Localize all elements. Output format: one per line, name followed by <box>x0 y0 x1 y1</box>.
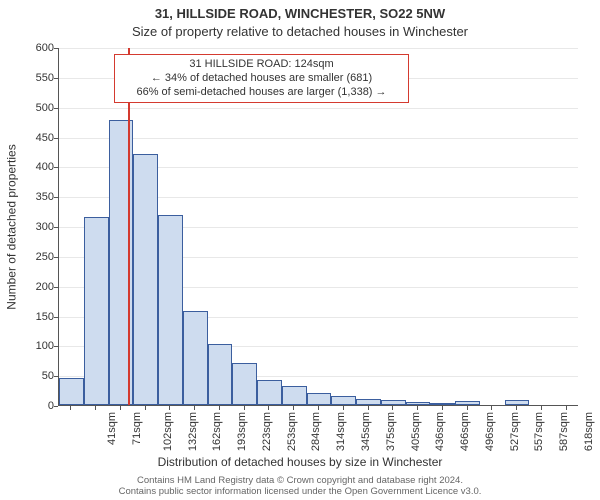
xtick-label: 587sqm <box>558 412 570 451</box>
xtick-mark <box>95 406 96 410</box>
histogram-bar <box>257 380 282 405</box>
ytick-label: 50 <box>14 370 54 382</box>
xtick-label: 162sqm <box>212 412 224 451</box>
histogram-bar <box>455 401 480 405</box>
ytick-label: 300 <box>14 221 54 233</box>
xtick-label: 223sqm <box>261 412 273 451</box>
annotation-line-3: 66% of semi-detached houses are larger (… <box>121 86 402 100</box>
xtick-label: 345sqm <box>360 412 372 451</box>
xtick-label: 132sqm <box>187 412 199 451</box>
xtick-label: 102sqm <box>162 412 174 451</box>
xtick-label: 436sqm <box>434 412 446 451</box>
xtick-mark <box>516 406 517 410</box>
xtick-label: 284sqm <box>311 412 323 451</box>
xtick-label: 466sqm <box>459 412 471 451</box>
xtick-label: 557sqm <box>533 412 545 451</box>
xtick-label: 375sqm <box>385 412 397 451</box>
xtick-mark <box>244 406 245 410</box>
histogram-bar <box>356 399 381 405</box>
histogram-bar <box>505 400 530 405</box>
histogram-bar <box>430 403 455 405</box>
xtick-mark <box>120 406 121 410</box>
ytick-label: 200 <box>14 281 54 293</box>
histogram-bar <box>331 396 356 405</box>
title-main: 31, HILLSIDE ROAD, WINCHESTER, SO22 5NW <box>0 6 600 21</box>
xtick-label: 253sqm <box>286 412 298 451</box>
ytick-mark <box>54 406 58 407</box>
xtick-mark <box>491 406 492 410</box>
xtick-label: 314sqm <box>335 412 347 451</box>
histogram-bar <box>208 344 233 405</box>
plot-area: 31 HILLSIDE ROAD: 124sqm ← 34% of detach… <box>58 48 578 406</box>
ytick-label: 500 <box>14 102 54 114</box>
xtick-mark <box>145 406 146 410</box>
histogram-bar <box>59 378 84 405</box>
histogram-bar <box>381 400 406 405</box>
xtick-mark <box>442 406 443 410</box>
ytick-label: 550 <box>14 72 54 84</box>
histogram-bar <box>406 402 431 405</box>
histogram-bar <box>307 393 332 405</box>
xtick-mark <box>293 406 294 410</box>
xtick-mark <box>169 406 170 410</box>
xtick-mark <box>318 406 319 410</box>
chart-container: 31, HILLSIDE ROAD, WINCHESTER, SO22 5NW … <box>0 0 600 500</box>
xtick-mark <box>219 406 220 410</box>
xtick-label: 41sqm <box>106 412 118 445</box>
xtick-mark <box>194 406 195 410</box>
ytick-label: 100 <box>14 340 54 352</box>
xtick-label: 496sqm <box>484 412 496 451</box>
xtick-mark <box>343 406 344 410</box>
histogram-bar <box>84 217 109 405</box>
title-sub: Size of property relative to detached ho… <box>0 24 600 39</box>
xtick-mark <box>368 406 369 410</box>
ytick-label: 150 <box>14 311 54 323</box>
xtick-mark <box>541 406 542 410</box>
xtick-label: 71sqm <box>131 412 143 445</box>
xtick-label: 618sqm <box>583 412 595 451</box>
xtick-label: 193sqm <box>236 412 248 451</box>
ytick-label: 400 <box>14 161 54 173</box>
ytick-label: 450 <box>14 132 54 144</box>
x-axis-label: Distribution of detached houses by size … <box>0 455 600 469</box>
ytick-label: 0 <box>14 400 54 412</box>
footer-line-2: Contains public sector information licen… <box>0 487 600 498</box>
xtick-label: 405sqm <box>410 412 422 451</box>
ytick-label: 350 <box>14 191 54 203</box>
ytick-label: 250 <box>14 251 54 263</box>
annotation-box: 31 HILLSIDE ROAD: 124sqm ← 34% of detach… <box>114 54 409 103</box>
xtick-mark <box>417 406 418 410</box>
xtick-mark <box>467 406 468 410</box>
xtick-mark <box>70 406 71 410</box>
histogram-bar <box>183 311 208 405</box>
annotation-line-2: ← 34% of detached houses are smaller (68… <box>121 72 402 86</box>
histogram-bar <box>133 154 158 405</box>
histogram-bar <box>282 386 307 405</box>
xtick-label: 527sqm <box>509 412 521 451</box>
histogram-bar <box>232 363 257 405</box>
xtick-mark <box>392 406 393 410</box>
histogram-bar <box>158 215 183 405</box>
xtick-mark <box>268 406 269 410</box>
ytick-label: 600 <box>14 42 54 54</box>
footer: Contains HM Land Registry data © Crown c… <box>0 476 600 498</box>
annotation-line-1: 31 HILLSIDE ROAD: 124sqm <box>121 58 402 72</box>
xtick-mark <box>566 406 567 410</box>
